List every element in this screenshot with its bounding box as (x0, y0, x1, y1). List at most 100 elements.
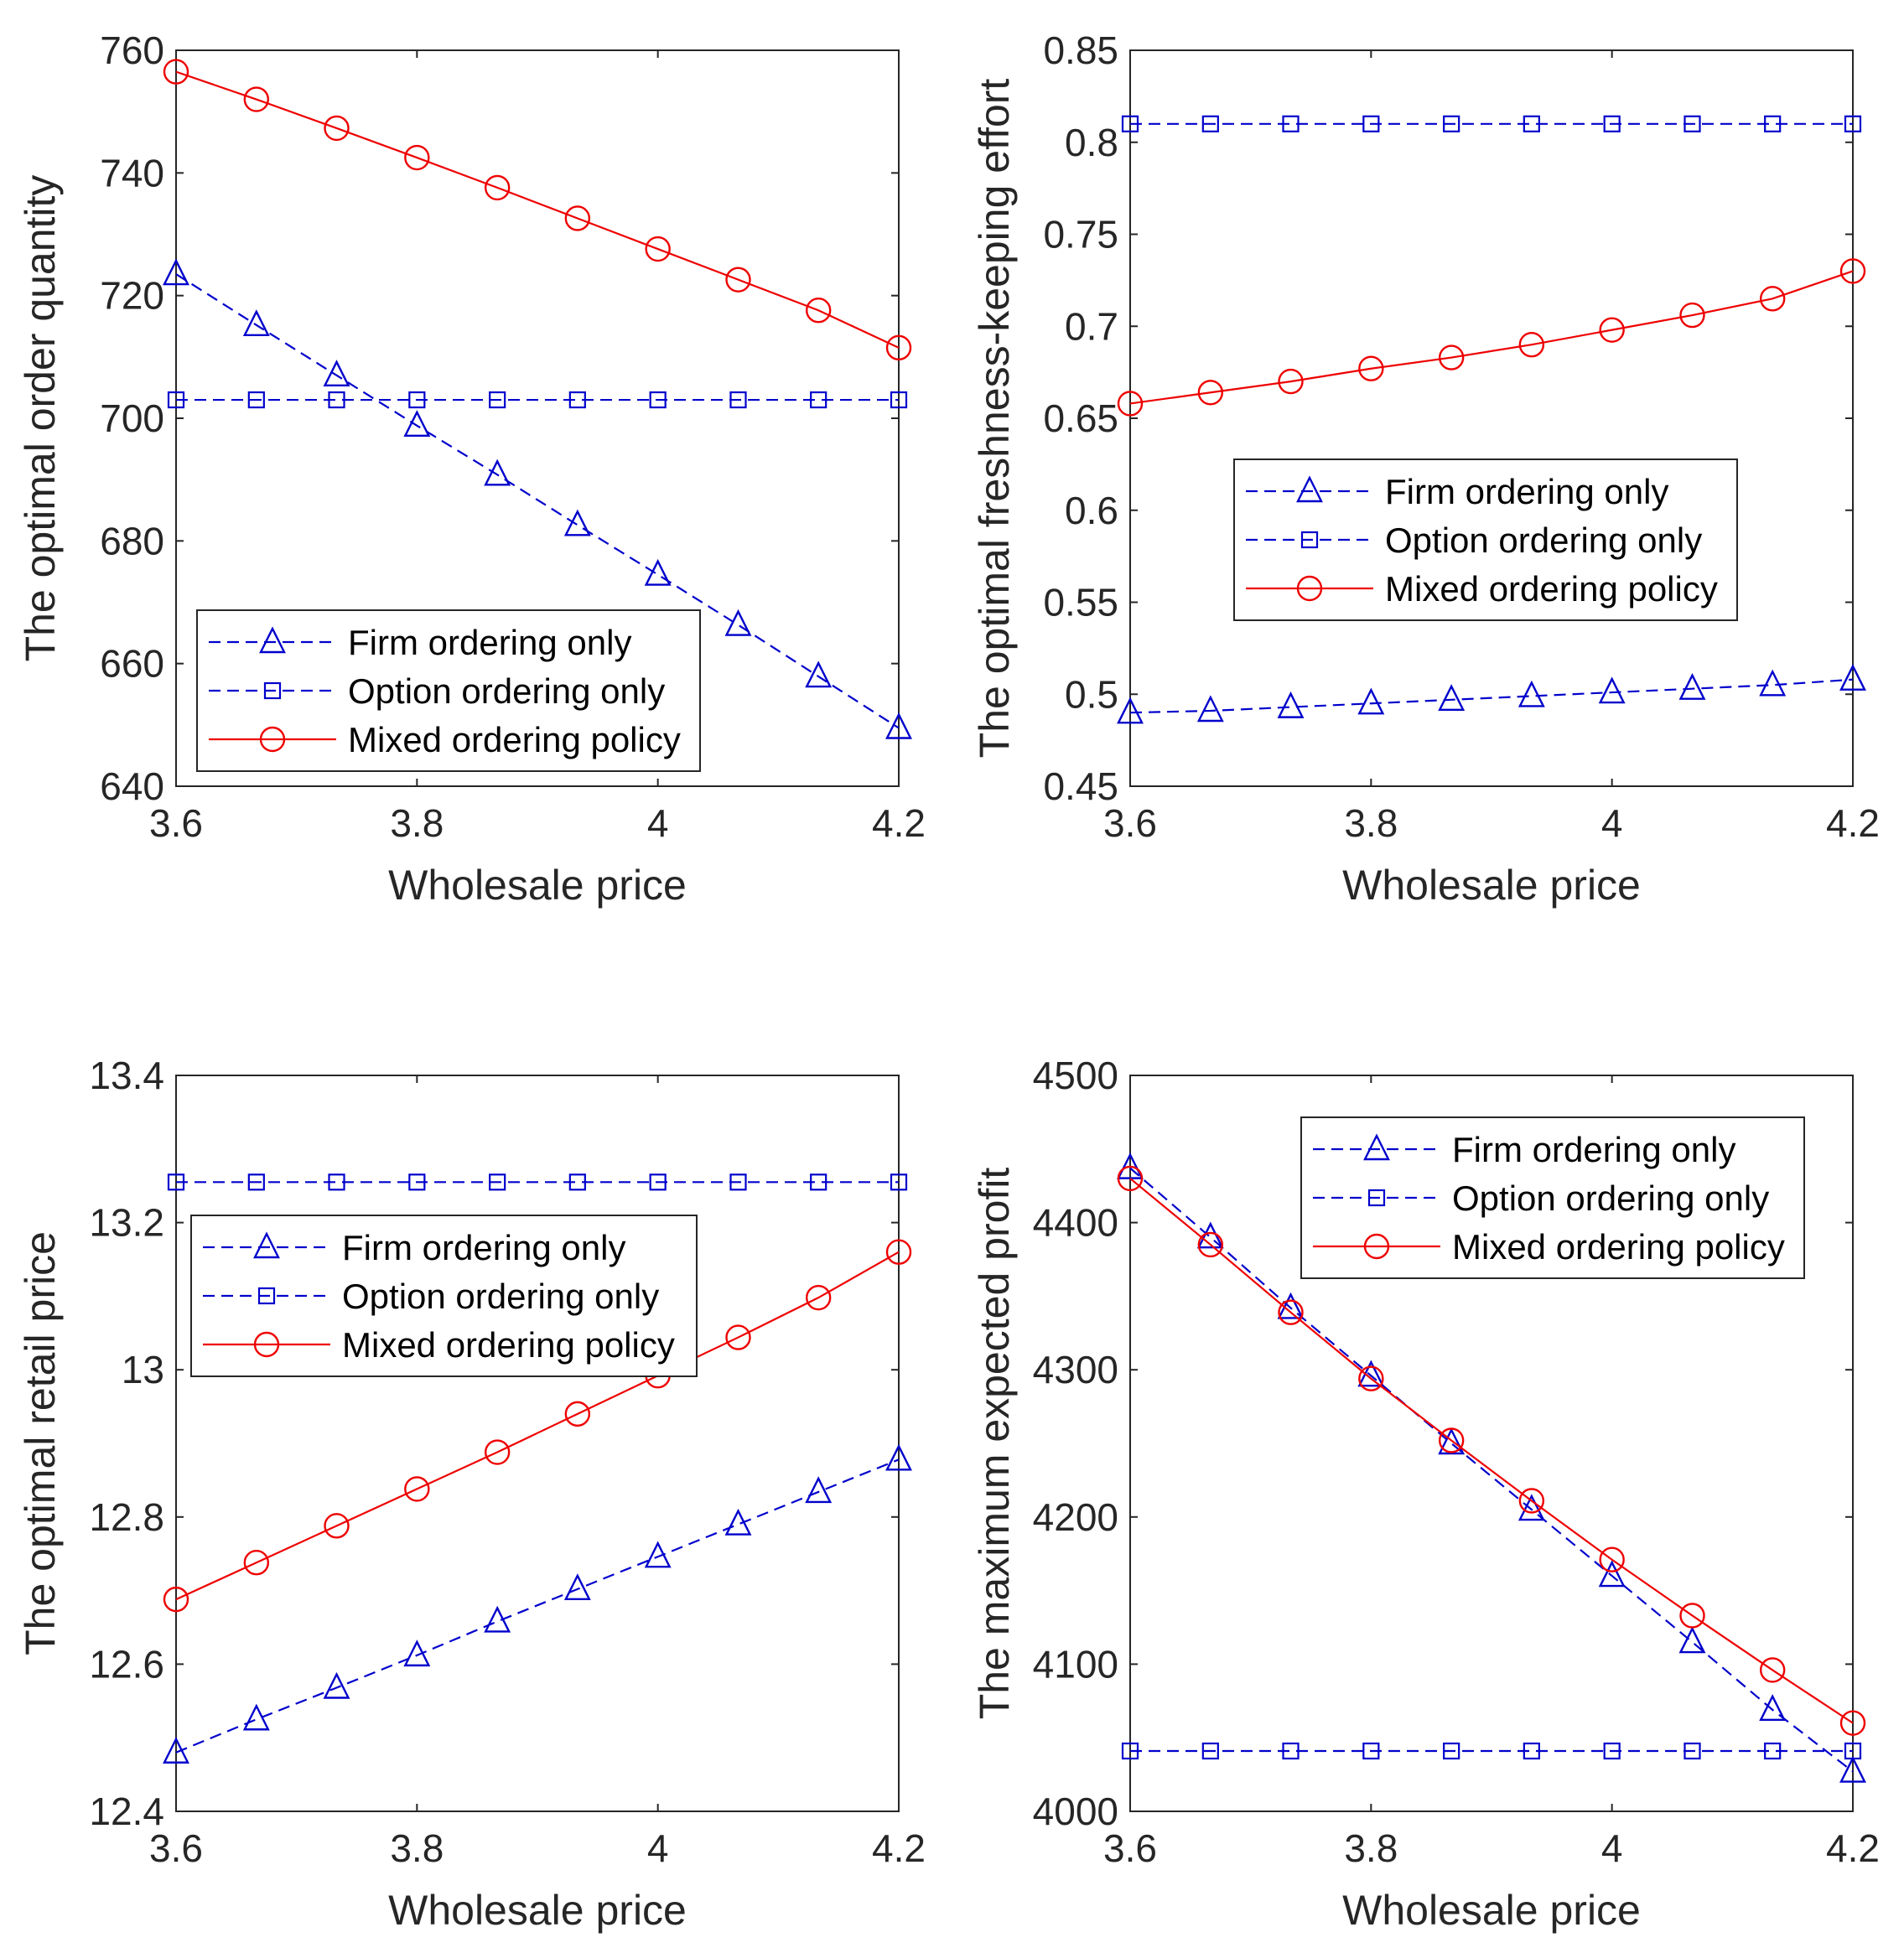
y-tick-label: 4000 (1033, 1790, 1118, 1833)
data-point-circle (805, 1284, 832, 1311)
data-point-square (1443, 1742, 1460, 1760)
y-tick-label: 0.7 (1065, 304, 1118, 348)
data-point-triangle (242, 1703, 270, 1731)
data-point-square (1844, 1742, 1862, 1760)
data-point-triangle (1517, 680, 1545, 707)
y-tick-label: 13 (122, 1348, 164, 1391)
legend-marker-triangle (1363, 1133, 1390, 1161)
legend-label: Mixed ordering policy (348, 720, 681, 759)
data-point-circle (1438, 1427, 1465, 1453)
legend-label: Option ordering only (1385, 521, 1702, 560)
legend-box (190, 1215, 698, 1377)
data-point-square (1443, 115, 1460, 132)
data-point-square (1201, 115, 1219, 132)
legend-marker-square (263, 681, 282, 700)
data-point-circle (564, 205, 591, 231)
data-point-circle (243, 1550, 270, 1576)
chart-freshness-effort: 3.6 3.8 4 4.2 0.45 0.5 0.55 0.6 0.65 0.7 0.75 0.8 0.… (971, 28, 1880, 909)
data-point-circle (1197, 380, 1224, 406)
data-point-circle (1679, 302, 1705, 329)
x-axis-label: Wholesale price (388, 862, 687, 909)
data-point-triangle (403, 1640, 431, 1667)
data-point-circle (1759, 286, 1786, 312)
y-tick-label: 13.4 (89, 1054, 164, 1097)
x-tick-label: 3.6 (149, 1826, 203, 1870)
legend-marker-circle (259, 726, 286, 753)
y-tick-label: 660 (100, 642, 164, 686)
data-point-square (1121, 115, 1139, 132)
data-point-square (1844, 115, 1862, 132)
data-point-square (167, 391, 185, 409)
legend-marker-circle (1363, 1233, 1390, 1260)
data-point-square (1523, 1742, 1540, 1760)
data-point-square (1362, 115, 1380, 132)
plot-area-frame (1129, 1075, 1854, 1812)
data-point-square (1684, 1742, 1701, 1760)
x-tick-label: 4 (647, 1826, 669, 1870)
data-point-square (408, 1173, 426, 1191)
chart-order-quantity: 3.6 3.8 4 4.2 640 660 680 700 720 740 760 Wholesale… (17, 28, 926, 909)
data-point-circle (1839, 258, 1866, 284)
data-point-square (568, 391, 586, 409)
x-axis-label: Wholesale price (1342, 1887, 1641, 1934)
data-point-triangle (885, 1443, 912, 1471)
data-point-triangle (644, 558, 672, 586)
x-tick-label: 3.8 (390, 1826, 444, 1870)
data-point-square (810, 391, 827, 409)
data-point-square (1603, 1742, 1621, 1760)
data-point-square (1684, 115, 1701, 132)
data-point-square (328, 391, 345, 409)
y-tick-label: 640 (100, 764, 164, 808)
data-point-circle (1358, 1365, 1384, 1391)
legend-marker-circle (1296, 575, 1323, 602)
x-tick-label: 4.2 (872, 801, 926, 845)
data-point-circle (404, 144, 430, 171)
y-tick-label: 12.4 (89, 1790, 164, 1833)
legend-label: Firm ordering only (1385, 472, 1668, 511)
data-point-triangle (1357, 687, 1385, 715)
y-tick-label: 12.6 (89, 1642, 164, 1686)
data-point-circle (1759, 1657, 1786, 1683)
data-point-triangle (1357, 1360, 1385, 1387)
y-tick-label: 4500 (1033, 1054, 1118, 1097)
data-point-triangle (163, 1737, 189, 1764)
chart-retail-price: 3.6 3.8 4 4.2 12.4 12.6 12.8 13 13.2 13.4 Wholesal… (17, 1054, 926, 1934)
data-point-circle (1197, 1231, 1224, 1258)
x-tick-label: 3.8 (1344, 1826, 1398, 1870)
data-point-square (1523, 115, 1540, 132)
data-point-circle (1117, 391, 1144, 417)
y-tick-label: 13.2 (89, 1201, 164, 1245)
data-point-triangle (563, 509, 591, 536)
x-tick-label: 4 (1601, 1826, 1623, 1870)
data-point-square (247, 1173, 265, 1191)
data-point-square (1764, 1742, 1782, 1760)
data-point-triangle (242, 309, 270, 336)
legend-marker-triangle (253, 1231, 280, 1259)
legend: Firm ordering only Option ordering only Mi… (196, 609, 701, 772)
data-point-square (1764, 115, 1782, 132)
x-tick-label: 4 (647, 801, 669, 845)
data-point-circle (805, 298, 832, 324)
series-line-triangle (175, 1458, 900, 1754)
x-tick-label: 3.6 (1103, 1826, 1157, 1870)
legend-marker-square (257, 1287, 276, 1305)
data-point-square (890, 1173, 908, 1191)
y-tick-label: 0.55 (1043, 581, 1118, 624)
data-point-square (729, 1173, 747, 1191)
data-point-triangle (1839, 664, 1866, 691)
x-tick-label: 4.2 (1826, 1826, 1880, 1870)
series-line-circle (1129, 1178, 1854, 1724)
series-line-circle (175, 1251, 900, 1601)
x-tick-label: 3.8 (390, 801, 444, 845)
x-tick-label: 4.2 (1826, 801, 1880, 845)
series-line-triangle (175, 273, 900, 729)
data-point-circle (1278, 368, 1304, 395)
y-tick-label: 12.8 (89, 1495, 164, 1539)
legend-label: Option ordering only (1452, 1179, 1769, 1218)
data-point-square (408, 391, 426, 409)
data-point-circle (163, 1586, 189, 1613)
legend: Firm ordering only Option ordering only Mi… (1300, 1116, 1805, 1279)
data-point-triangle (885, 712, 912, 739)
data-point-triangle (1678, 1626, 1706, 1654)
